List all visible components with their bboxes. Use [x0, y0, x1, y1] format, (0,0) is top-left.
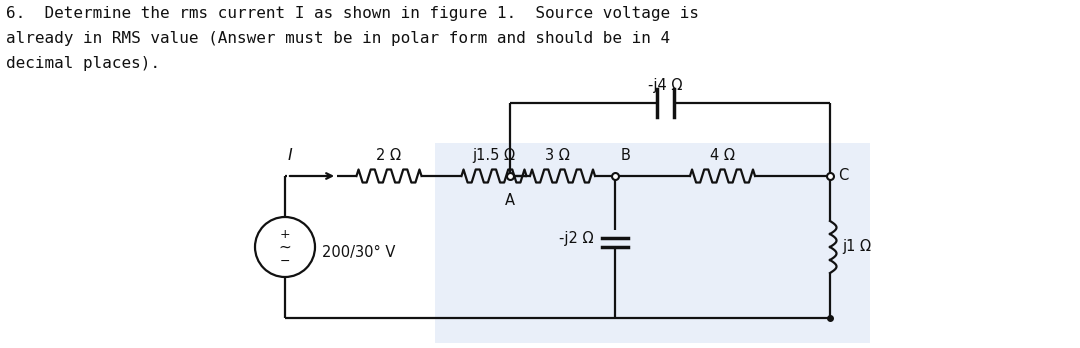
- Text: 2 Ω: 2 Ω: [377, 148, 402, 163]
- Text: j1.5 Ω: j1.5 Ω: [473, 148, 515, 163]
- Bar: [435, 143, 870, 343]
- Text: 6.  Determine the rms current I as shown in figure 1.  Source voltage is: 6. Determine the rms current I as shown …: [6, 6, 699, 21]
- Text: 3 Ω: 3 Ω: [545, 148, 570, 163]
- Text: 4 Ω: 4 Ω: [710, 148, 734, 163]
- Text: -j4 Ω: -j4 Ω: [648, 78, 683, 93]
- Text: -j2 Ω: -j2 Ω: [558, 230, 593, 245]
- Text: ~: ~: [279, 239, 292, 254]
- Text: −: −: [280, 254, 291, 268]
- Text: C: C: [838, 168, 848, 183]
- Text: B: B: [621, 148, 631, 163]
- Text: 200/30° V: 200/30° V: [322, 245, 395, 260]
- Text: already in RMS value (Answer must be in polar form and should be in 4: already in RMS value (Answer must be in …: [6, 31, 670, 46]
- Text: I: I: [287, 148, 293, 163]
- Text: j1 Ω: j1 Ω: [842, 239, 870, 254]
- Text: A: A: [505, 193, 515, 208]
- Text: decimal places).: decimal places).: [6, 56, 160, 71]
- Text: +: +: [280, 228, 291, 240]
